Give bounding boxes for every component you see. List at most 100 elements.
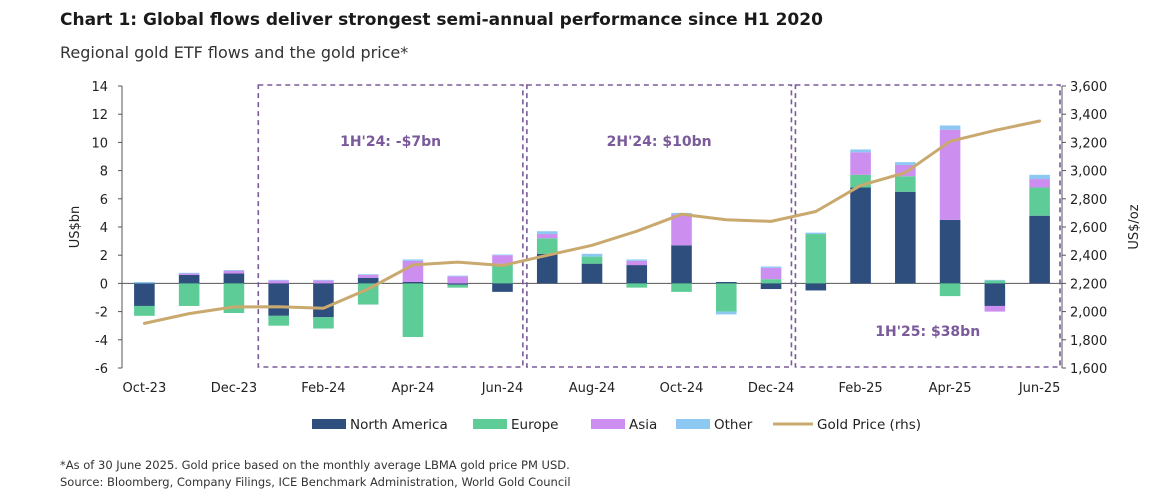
x-tick-label: Apr-25 [929,381,972,396]
chart-title: Chart 1: Global flows deliver strongest … [60,10,823,30]
x-tick-label: Feb-24 [301,381,345,396]
y-tick-label: 0 [100,277,108,292]
legend-swatch-asia [591,419,625,429]
period-label: 1H'25: $38bn [875,324,980,340]
bar-europe [760,279,782,284]
bar-europe [313,317,334,329]
bar-other [447,275,469,277]
x-tick-label: Dec-24 [748,381,794,396]
bar-other [536,231,558,235]
bar-europe [715,283,737,312]
chart-svg: -6 -4 -2 0 2 4 6 8 10 12 14 1,600 1,800 2,000 2,200 2,4… [68,80,1142,433]
y2-tick-label: 2,000 [1070,306,1107,321]
chart-subtitle: Regional gold ETF flows and the gold pri… [60,43,409,62]
y2-tick-label: 1,600 [1070,362,1107,377]
bar-asia [1029,179,1050,188]
legend-label: North America [350,417,448,433]
bar-europe [536,238,558,254]
period-label: 2H'24: $10bn [607,134,712,150]
y-tick-label: 2 [100,249,108,264]
y2-tick-label: 3,200 [1070,136,1107,151]
bar-europe [402,283,424,337]
gold-price-line [142,119,1042,325]
bar-asia [447,276,469,284]
bar-asia [536,234,558,239]
period-box [257,84,524,368]
bar-other [581,253,603,257]
y2-tick-label: 3,000 [1070,165,1107,180]
bar-north-america [447,283,469,285]
y2-tick-label: 3,400 [1070,108,1107,123]
x-tick-label: Aug-24 [569,381,616,396]
bar-north-america [671,245,692,284]
bar-north-america [805,283,827,291]
y-axis-title: US$bn [68,206,83,249]
y-tick-label: 4 [100,221,108,236]
bar-other [1029,174,1050,180]
bar-north-america [760,283,782,290]
y2-axis-title: US$/oz [1127,204,1142,249]
bar-europe [984,280,1006,284]
bar-asia [178,273,200,275]
x-tick-label: Jun-25 [1018,381,1061,396]
x-tick-label: Oct-24 [660,381,704,396]
bar-other [223,270,245,271]
period-label: 1H'24: -$7bn [340,134,441,150]
bar-north-america [536,253,558,284]
bar-north-america [581,263,603,284]
y-tick-label: -2 [95,306,108,321]
bar-asia [671,214,692,246]
bar-asia [626,260,648,266]
bar-asia [984,305,1006,312]
bar-europe [1029,187,1050,216]
bar-asia [939,129,961,220]
bar-north-america [223,273,245,284]
y-tick-label: 6 [100,193,108,208]
bar-asia [850,152,871,175]
legend-label: Europe [511,417,558,433]
bar-north-america [357,277,379,284]
y-tick-label: -4 [95,334,108,349]
legend-swatch-north-america [312,419,346,429]
y2-tick-label: 2,400 [1070,249,1107,264]
bar-other [402,259,424,261]
bar-europe [805,234,827,284]
legend-swatch-europe [473,419,507,429]
y2-tick-label: 1,800 [1070,334,1107,349]
y2-tick-label: 2,200 [1070,277,1107,292]
bar-other [984,279,1006,281]
y-tick-label: 10 [91,136,108,151]
x-tick-label: Apr-24 [391,381,434,396]
y2-tick-label: 3,600 [1070,80,1107,95]
y-tick-label: 12 [91,108,108,123]
bar-north-america [178,274,200,284]
bar-asia [223,270,245,274]
bar-other [626,259,648,261]
bar-other [715,311,737,315]
bar-other [895,162,916,165]
bar-asia [313,280,334,284]
bar-asia [760,267,782,280]
x-tick-label: Oct-23 [123,381,167,396]
bar-north-america [492,283,513,292]
source-note: Source: Bloomberg, Company Filings, ICE … [60,475,571,489]
bar-europe [447,284,469,288]
bar-other [178,272,200,274]
bar-other [134,281,155,284]
y-tick-label: -6 [95,362,108,377]
bar-other [850,149,871,153]
y2-tick-label: 2,800 [1070,193,1107,208]
bar-europe [895,176,916,192]
period-box [526,84,793,368]
bar-north-america [850,187,871,284]
bar-asia [268,280,289,284]
bar-asia [357,274,379,278]
bar-north-america [402,281,424,284]
bar-other [805,232,827,235]
y-tick-label: 14 [91,80,108,95]
bar-north-america [134,283,155,306]
bar-europe [134,305,155,316]
bar-north-america [1029,215,1050,284]
bar-europe [357,283,379,305]
x-tick-label: Feb-25 [838,381,882,396]
